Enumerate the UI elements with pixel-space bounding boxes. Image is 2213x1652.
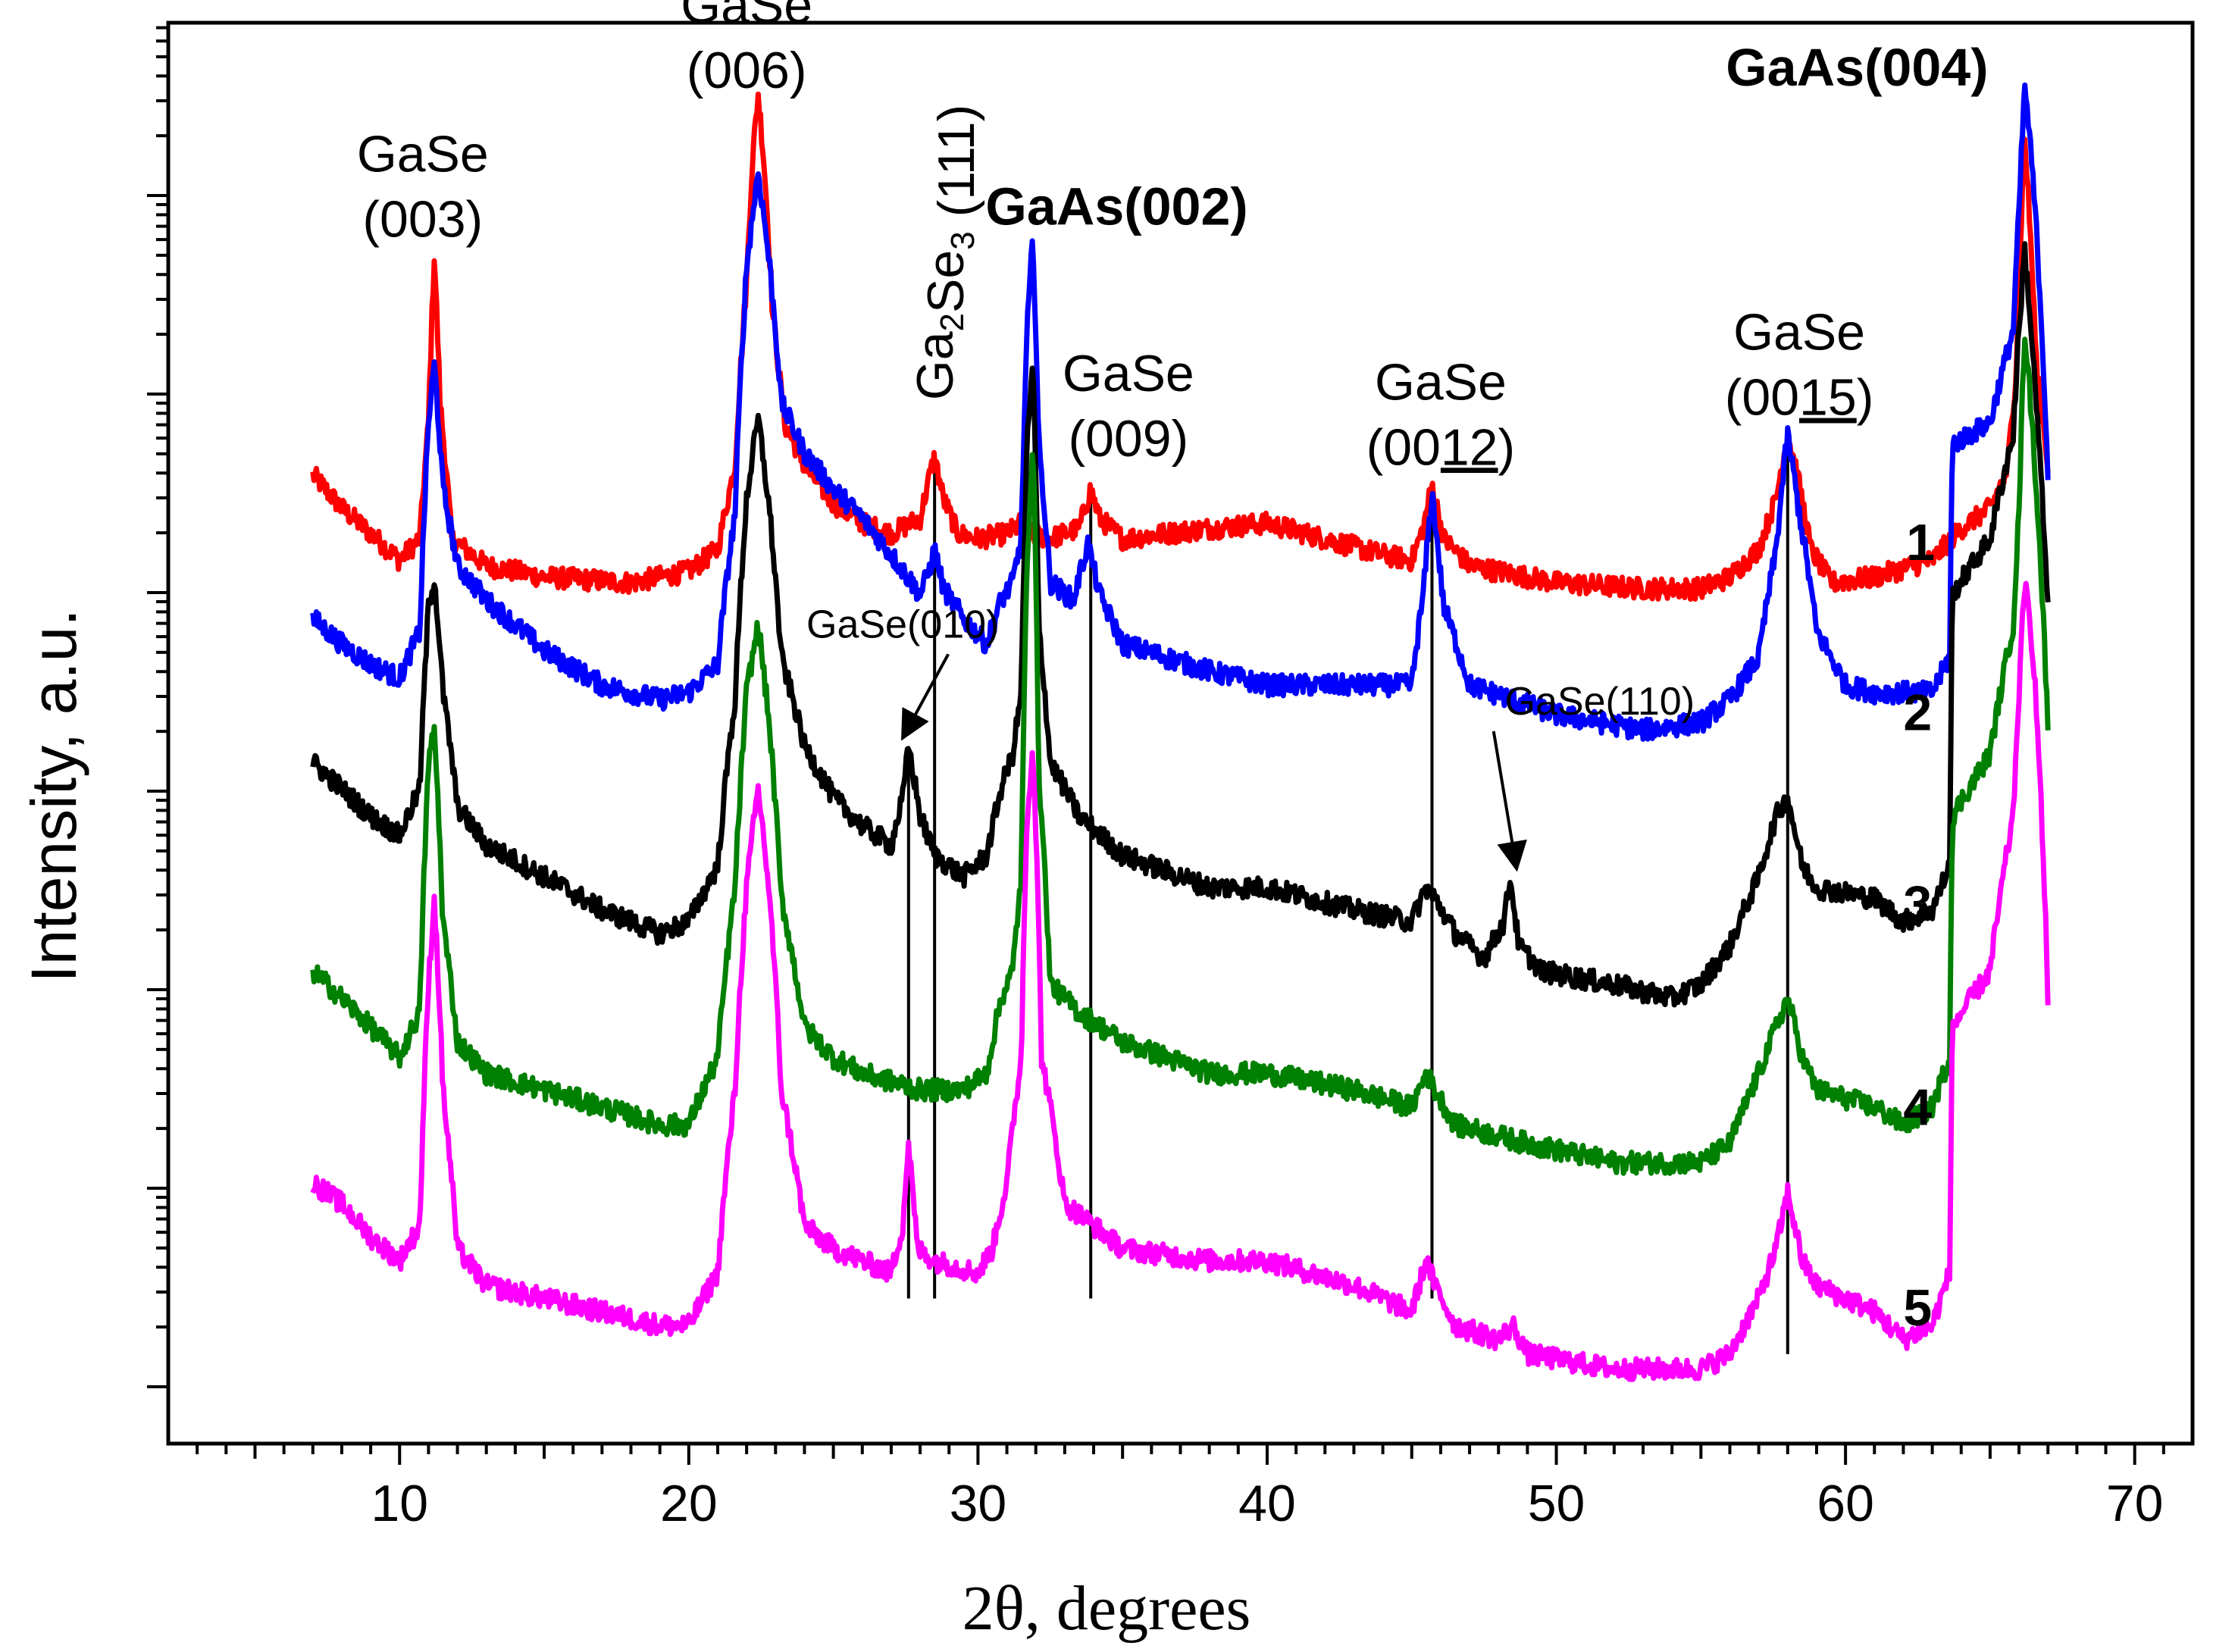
x-tick-label: 10 [371,1475,428,1532]
series-label-4: 4 [1903,1078,1932,1136]
gase-003-label-line2: (003) [362,191,483,249]
gase-110-label: GaSe(110) [1505,680,1695,724]
series-5-line [310,580,2051,1382]
x-tick-label: 60 [1817,1475,1874,1532]
series-group: 1 2 3 4 5 [310,82,2051,1382]
series-label-5: 5 [1903,1279,1932,1337]
series-label-3: 3 [1903,875,1932,933]
gase-010-arrow [900,653,950,741]
x-tick-label: 30 [950,1475,1007,1532]
x-axis-title: 2θ, degrees [963,1573,1251,1644]
x-tick-label: 70 [2106,1475,2164,1532]
gaas-004-label: GaAs(004) [1726,38,1988,97]
series-label-1: 1 [1906,514,1935,571]
x-tick-label: 50 [1528,1475,1585,1532]
series-4-line [310,336,2051,1176]
gase-0015-label-line2: (0015) [1725,369,1874,427]
series-2-line [310,82,2051,742]
x-axis-ticks: 10 20 30 40 50 60 70 [196,1444,2165,1532]
series-3-line [310,241,2051,1008]
gase-009-label-line2: (009) [1068,410,1188,468]
gase-0012-label-line1: GaSe [1375,353,1507,411]
y-axis-title: Intensity, a.u. [18,609,89,982]
y-axis-ticks [147,26,168,1388]
x-tick-label: 20 [660,1475,718,1532]
gase-009-label-line1: GaSe [1063,345,1194,402]
x-tick-label: 40 [1238,1475,1296,1532]
gase-010-label: GaSe(010) [806,602,999,646]
series-1-line [310,91,2051,602]
gase-0012-label-line2: (0012) [1366,418,1516,476]
gaas-002-label: GaAs(002) [985,177,1247,236]
gase-006-label-line2: (006) [687,42,807,99]
gase-0015-label-line1: GaSe [1733,304,1865,361]
gase-110-arrow [1492,731,1527,872]
gase-003-label-line1: GaSe [357,126,489,183]
series-label-2: 2 [1903,684,1932,741]
annotations: GaSe (003) GaSe (006) GaSe (009) GaSe (0012) GaS… [357,0,1989,872]
ga2se3-111-label: Ga2Se3 (111) [906,105,985,400]
gase-006-label-line1: GaSe [681,0,812,34]
